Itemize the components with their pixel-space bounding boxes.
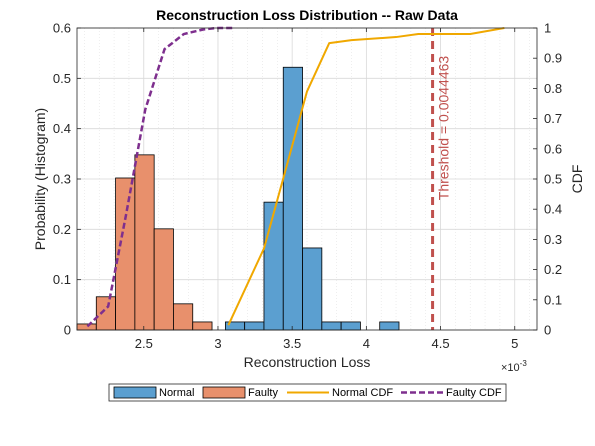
legend-label-faulty-cdf: Faulty CDF (446, 387, 502, 399)
x-tick-label-1: 3 (214, 336, 221, 351)
y-left-tick-label-1: 0.1 (53, 272, 71, 287)
legend-label-normal: Normal (159, 387, 194, 399)
cdf-line-normal-cdf (227, 27, 505, 326)
histogram-bar-normal-5 (321, 321, 342, 331)
legend-item-normal-cdf: Normal CDF (287, 387, 393, 399)
y-right-tick-label-8: 0.8 (544, 81, 562, 96)
x-tick-label-0: 2.5 (135, 336, 153, 351)
y-left-tick-label-3: 0.3 (53, 172, 71, 187)
y-left-tick-label-2: 0.2 (53, 222, 71, 237)
y-axis-right-label: CDF (569, 165, 585, 194)
legend-label-normal-cdf: Normal CDF (332, 387, 393, 399)
y-right-tick-label-4: 0.4 (544, 202, 562, 217)
axes: 2.5 3 3.5 4 4.5 5 0 0.1 0.2 0.3 0.4 0.5 0.6 0 0.1 0.2 0.… (53, 21, 562, 352)
legend: Normal Faulty Normal CDF Faulty CDF (108, 383, 507, 402)
y-right-tick-label-5: 0.5 (544, 172, 562, 187)
histogram-bar-faulty-4 (153, 228, 174, 331)
y-right-tick-label-1: 0.1 (544, 292, 562, 307)
legend-swatch-normal (113, 386, 157, 399)
y-axis-left-label: Probability (Histogram) (32, 108, 48, 250)
x-axis-label: Reconstruction Loss (244, 354, 371, 370)
legend-item-faulty: Faulty (202, 386, 278, 399)
x-tick-label-5: 5 (511, 336, 518, 351)
y-right-tick-label-0: 0 (544, 323, 551, 338)
x-tick-label-2: 3.5 (283, 336, 301, 351)
histogram-bar-faulty-3 (134, 154, 155, 331)
histogram-bar-normal-1 (244, 321, 265, 331)
cdf-line-faulty-cdf (86, 26, 233, 328)
threshold: Threshold = 0.0044463 (431, 28, 452, 330)
histogram-bar-faulty-0 (76, 323, 97, 331)
histogram-faulty (76, 154, 213, 331)
chart-title: Reconstruction Loss Distribution -- Raw … (156, 7, 458, 23)
histogram-bar-normal-8 (379, 321, 400, 331)
histogram-bar-faulty-6 (192, 321, 213, 331)
cdf-lines (86, 26, 505, 328)
histogram-bar-normal-3 (282, 66, 303, 331)
y-left-tick-label-4: 0.4 (53, 121, 71, 136)
histogram-bar-faulty-1 (95, 296, 116, 331)
histogram-bar-normal-2 (263, 201, 284, 331)
y-right-tick-label-10: 1 (544, 21, 551, 36)
histogram-bar-normal-4 (302, 247, 323, 331)
x-axis-exponent-power: -3 (520, 359, 528, 368)
legend-swatch-faulty (202, 386, 246, 399)
y-left-tick-label-5: 0.5 (53, 71, 71, 86)
y-right-tick-label-6: 0.6 (544, 141, 562, 156)
x-tick-label-3: 4 (363, 336, 370, 351)
y-left-tick-label-6: 0.6 (53, 21, 71, 36)
histogram-bar-faulty-5 (173, 303, 194, 331)
x-axis-exponent: ×10-3 (501, 359, 527, 374)
x-axis-exponent-base: ×10 (501, 362, 520, 374)
y-right-tick-label-9: 0.9 (544, 51, 562, 66)
legend-item-faulty-cdf: Faulty CDF (401, 387, 502, 399)
legend-label-faulty: Faulty (248, 387, 278, 399)
y-right-tick-label-2: 0.2 (544, 262, 562, 277)
y-right-tick-label-7: 0.7 (544, 111, 562, 126)
x-tick-label-4: 4.5 (432, 336, 450, 351)
plot-area: Threshold = 0.0044463 (76, 26, 538, 331)
y-left-tick-label-0: 0 (64, 323, 71, 338)
histogram-bar-normal-6 (340, 321, 361, 331)
y-right-tick-label-3: 0.3 (544, 232, 562, 247)
threshold-label: Threshold = 0.0044463 (436, 56, 452, 201)
legend-item-normal: Normal (113, 386, 194, 399)
